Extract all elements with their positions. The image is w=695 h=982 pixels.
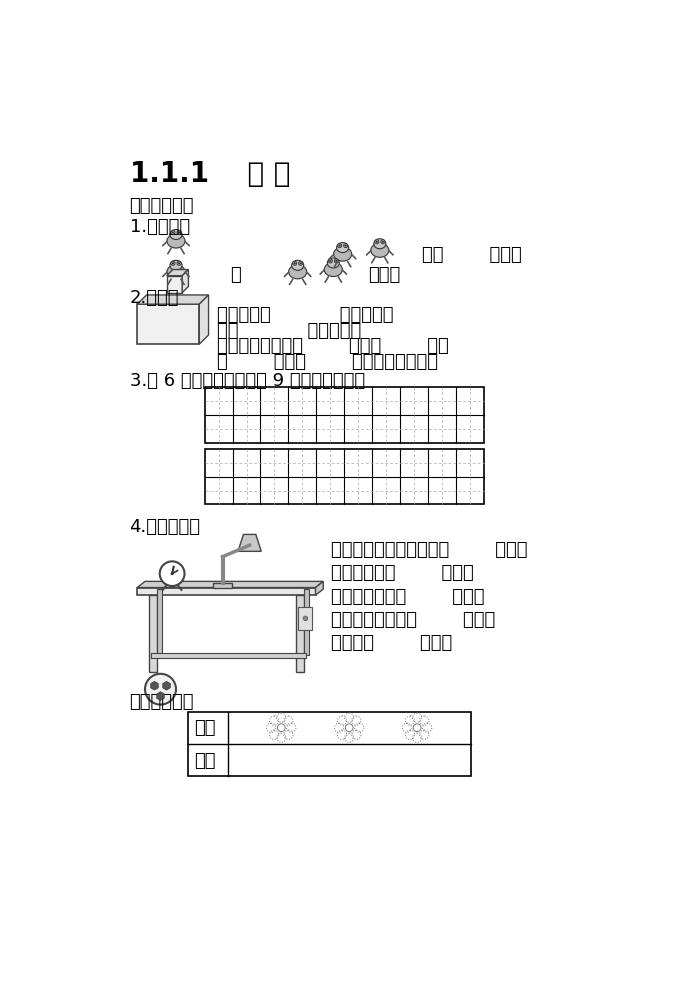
Circle shape (170, 573, 174, 575)
Circle shape (178, 232, 180, 234)
Circle shape (381, 240, 385, 244)
Bar (298, 607, 312, 629)
Ellipse shape (327, 258, 339, 268)
Circle shape (145, 674, 176, 704)
Text: 3.把 6 写在上面一行，把 9 写在下面一行。: 3.把 6 写在上面一行，把 9 写在下面一行。 (129, 372, 365, 390)
Circle shape (299, 261, 303, 265)
Bar (156, 589, 162, 655)
Ellipse shape (170, 230, 182, 240)
Circle shape (375, 240, 379, 244)
Circle shape (177, 261, 181, 265)
Polygon shape (151, 682, 158, 690)
Text: （        ）、（        ）都在圆柱下面。: （ ）、（ ）都在圆柱下面。 (217, 353, 438, 370)
Circle shape (300, 262, 302, 264)
Polygon shape (316, 581, 323, 595)
Polygon shape (238, 534, 261, 551)
Bar (149, 595, 156, 673)
Circle shape (328, 259, 332, 263)
Text: 1.1.1    上 下: 1.1.1 上 下 (129, 160, 290, 189)
Text: 在: 在 (230, 266, 241, 284)
Bar (204, 449, 484, 505)
Ellipse shape (370, 244, 389, 257)
Circle shape (376, 241, 378, 243)
Circle shape (334, 259, 338, 263)
Text: 【课堂达标】: 【课堂达标】 (129, 197, 194, 215)
Bar (296, 595, 304, 673)
Bar (137, 587, 316, 595)
Text: 球在最（        ）面。: 球在最（ ）面。 (331, 633, 452, 652)
Polygon shape (163, 682, 170, 690)
Bar (188, 712, 471, 776)
Circle shape (345, 245, 347, 246)
Circle shape (172, 262, 174, 264)
Circle shape (293, 261, 297, 265)
Circle shape (171, 261, 175, 265)
Polygon shape (167, 269, 188, 276)
Ellipse shape (288, 265, 306, 279)
Text: 闹钟和台灯在最（        ）面；: 闹钟和台灯在最（ ）面； (331, 611, 496, 628)
Circle shape (329, 260, 332, 262)
Bar (304, 589, 309, 655)
Circle shape (160, 562, 185, 586)
Ellipse shape (374, 239, 386, 248)
Circle shape (177, 231, 181, 235)
Ellipse shape (170, 260, 182, 270)
Text: 【学习评价】: 【学习评价】 (129, 693, 194, 711)
Polygon shape (182, 269, 188, 293)
Circle shape (172, 232, 174, 234)
Circle shape (178, 262, 180, 264)
Text: 2.填空。: 2.填空。 (129, 289, 179, 306)
Polygon shape (137, 295, 208, 304)
Ellipse shape (325, 262, 343, 277)
Text: 长方体的上面有（        ）、（        ）。: 长方体的上面有（ ）、（ ）。 (217, 337, 449, 355)
Circle shape (338, 245, 341, 246)
Circle shape (338, 244, 342, 247)
Circle shape (303, 616, 308, 621)
Text: 4.看图填空。: 4.看图填空。 (129, 518, 200, 536)
Polygon shape (199, 295, 208, 345)
Ellipse shape (336, 243, 349, 252)
Circle shape (294, 262, 295, 264)
Text: 师评: 师评 (194, 751, 215, 770)
Text: 正方体在（            ）的上面，: 正方体在（ ）的上面， (217, 306, 393, 324)
Text: 桌子在球的的（        ）面。: 桌子在球的的（ ）面。 (331, 587, 484, 606)
Circle shape (171, 231, 175, 235)
Polygon shape (137, 581, 323, 587)
Ellipse shape (334, 247, 352, 261)
Bar (213, 583, 232, 587)
Circle shape (343, 244, 348, 247)
Bar (204, 387, 484, 443)
Text: 闹钟和台灯都在桌子的（        ）面；: 闹钟和台灯都在桌子的（ ）面； (331, 541, 528, 560)
Circle shape (336, 260, 337, 262)
Ellipse shape (292, 260, 304, 270)
Circle shape (382, 241, 384, 243)
Ellipse shape (167, 265, 185, 279)
Polygon shape (157, 691, 164, 700)
Text: 球在桌子的（        ）面；: 球在桌子的（ ）面； (331, 565, 474, 582)
Text: 1.填一填。: 1.填一填。 (129, 218, 190, 236)
Text: 的（        ）面。: 的（ ）面。 (422, 246, 521, 264)
Bar (152, 653, 306, 658)
Text: ）面。: ）面。 (368, 266, 400, 284)
Text: 自评: 自评 (194, 719, 215, 737)
Bar (167, 276, 182, 293)
Text: 在（            ）的下面。: 在（ ）的下面。 (217, 322, 361, 340)
Ellipse shape (167, 234, 185, 248)
Bar (137, 304, 199, 345)
